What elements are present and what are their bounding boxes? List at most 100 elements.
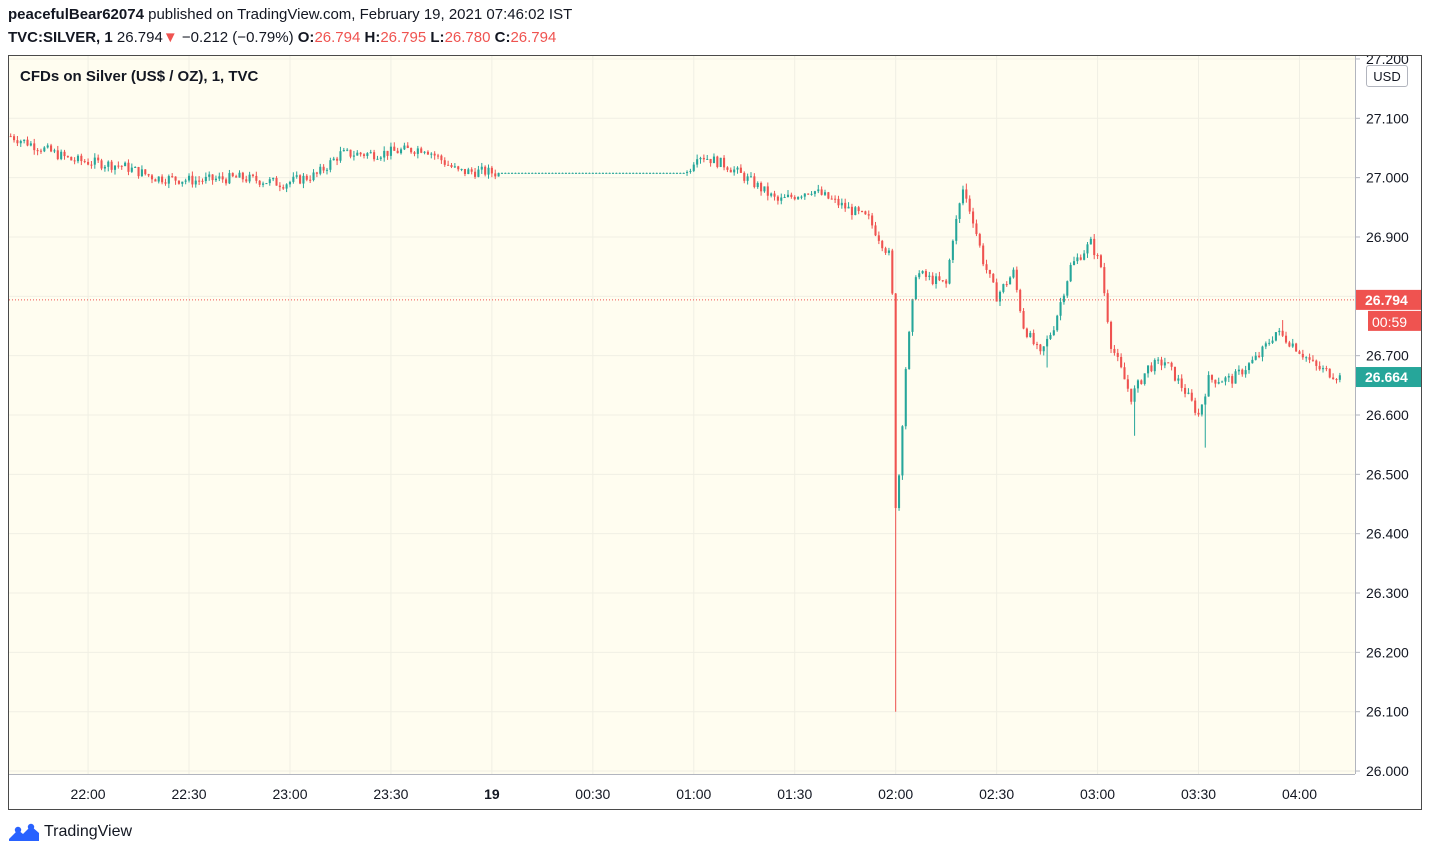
candle-body (813, 191, 816, 194)
candle-body (978, 234, 981, 246)
candle-body (800, 196, 803, 198)
chart-panel[interactable]: 27.20027.10027.00026.90026.80026.70026.6… (8, 55, 1422, 810)
candle-body (278, 185, 281, 188)
candle-body (776, 196, 779, 201)
candle-body (877, 235, 880, 241)
candle-body (928, 275, 931, 277)
candle-body (783, 197, 786, 199)
candle-body (19, 141, 22, 144)
candle-body (1093, 238, 1096, 256)
candle-body (1062, 295, 1065, 303)
candle-body (1147, 365, 1150, 374)
candle-body (1298, 351, 1301, 354)
candle-body (702, 157, 705, 160)
candle-body (1089, 238, 1092, 245)
candle-body (874, 225, 877, 236)
candle-body (292, 176, 295, 182)
candle-body (332, 158, 335, 161)
candle-body (527, 172, 530, 174)
candle-body (1046, 338, 1049, 347)
candle-body (1184, 387, 1187, 394)
low-label: L: (430, 29, 445, 46)
candle-body (238, 172, 241, 178)
candle-body (76, 155, 80, 162)
candle-body (1123, 367, 1126, 380)
y-tick-label: 26.100 (1366, 704, 1409, 720)
candle-body (1210, 375, 1214, 380)
candle-body (669, 172, 672, 174)
candle-body (914, 277, 917, 300)
candle-body (988, 269, 991, 274)
candle-body (840, 202, 843, 206)
candle-body (1109, 321, 1113, 349)
candle-body (1113, 348, 1116, 353)
candle-body (749, 176, 753, 178)
last-price-tag-label: 26.794 (1365, 292, 1408, 308)
candle-body (548, 172, 551, 174)
candle-body (1133, 388, 1136, 402)
candle-body (272, 177, 275, 180)
candle-body (191, 175, 194, 185)
currency-button[interactable]: USD (1366, 65, 1408, 87)
candle-body (1072, 261, 1076, 265)
candle-body (93, 157, 96, 165)
candle-body (251, 174, 255, 176)
candle-body (490, 167, 493, 174)
candle-body (362, 154, 366, 156)
candle-body (329, 160, 332, 170)
candle-body (995, 282, 998, 302)
candle-body (110, 161, 113, 170)
y-tick-label: 26.700 (1366, 348, 1409, 364)
candle-body (585, 172, 588, 174)
x-tick-label: 04:00 (1282, 786, 1317, 802)
candle-body (1022, 311, 1025, 329)
candle-body (598, 172, 601, 174)
candle-body (817, 189, 820, 192)
candle-body (137, 166, 140, 177)
candle-body (1197, 412, 1200, 415)
candle-body (911, 299, 914, 332)
candle-body (1200, 404, 1203, 415)
candle-body (33, 143, 36, 151)
candle-body (268, 179, 271, 184)
candle-body (679, 172, 682, 174)
candle-body (302, 175, 305, 184)
candle-body (901, 426, 904, 476)
candle-body (245, 179, 248, 182)
brand-footer[interactable]: TradingView (8, 820, 132, 844)
candle-body (130, 167, 133, 172)
candle-body (854, 207, 857, 216)
candle-body (275, 177, 278, 186)
candle-body (1035, 344, 1039, 346)
price-chart[interactable]: 27.20027.10027.00026.90026.80026.70026.6… (9, 56, 1421, 809)
candle-body (638, 172, 641, 174)
candle-body (1278, 330, 1281, 333)
candle-body (322, 166, 325, 171)
candle-body (127, 162, 130, 172)
candle-body (672, 172, 675, 174)
candle-body (595, 172, 598, 174)
candle-body (470, 169, 473, 172)
x-tick-label: 01:00 (676, 786, 711, 802)
candle-body (857, 207, 860, 212)
candle-body (410, 148, 413, 153)
candle-body (426, 151, 429, 155)
candle-body (1103, 267, 1106, 294)
candle-body (305, 175, 308, 180)
author-name[interactable]: peacefulBear62074 (8, 6, 144, 23)
candle-body (1083, 253, 1086, 260)
candle-body (477, 169, 480, 177)
candle-body (605, 172, 608, 174)
candle-body (955, 218, 958, 241)
candle-body (521, 172, 524, 174)
candle-body (951, 240, 954, 260)
candle-body (830, 198, 833, 200)
candle-body (201, 180, 204, 182)
candle-body (662, 172, 665, 174)
candle-body (1167, 362, 1170, 364)
x-tick-label: 03:30 (1181, 786, 1216, 802)
candle-body (1150, 365, 1153, 372)
close-label: C: (494, 29, 511, 46)
candle-body (1096, 255, 1099, 257)
candle-body (760, 182, 763, 192)
